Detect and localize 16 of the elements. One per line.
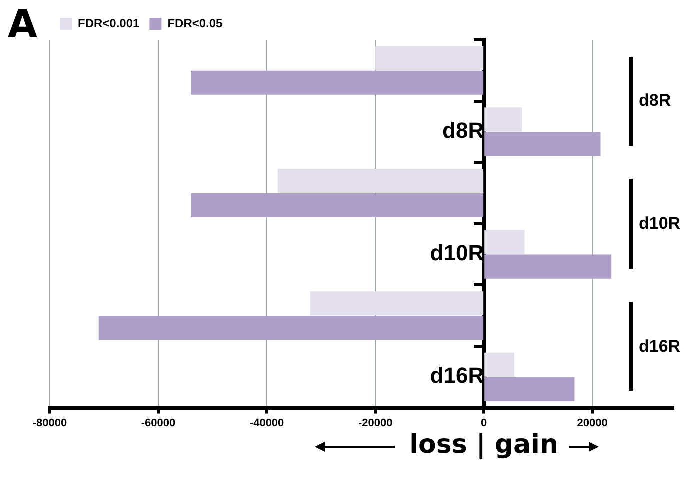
y-tick-label: d16R xyxy=(639,336,681,356)
x-tick-label: 20000 xyxy=(577,417,608,430)
x-axis-title: loss | gain xyxy=(410,430,558,460)
y-tick-label: d10R xyxy=(639,214,681,234)
x-tick-label: -40000 xyxy=(250,417,284,430)
chart-title: A xyxy=(8,2,38,46)
annotation: d10R xyxy=(430,240,484,266)
y-tick-label: d8R xyxy=(639,91,672,112)
x-tick-label: -20000 xyxy=(358,417,393,430)
x-tick-label: -60000 xyxy=(141,417,176,430)
annotation: d8R xyxy=(442,118,484,144)
x-tick-label: -80000 xyxy=(32,417,68,430)
legend-label: FDR<0.001 xyxy=(78,16,140,30)
x-tick-label: 0 xyxy=(481,417,488,430)
legend-label: FDR<0.05 xyxy=(168,16,224,30)
annotation: d16R xyxy=(430,363,484,388)
